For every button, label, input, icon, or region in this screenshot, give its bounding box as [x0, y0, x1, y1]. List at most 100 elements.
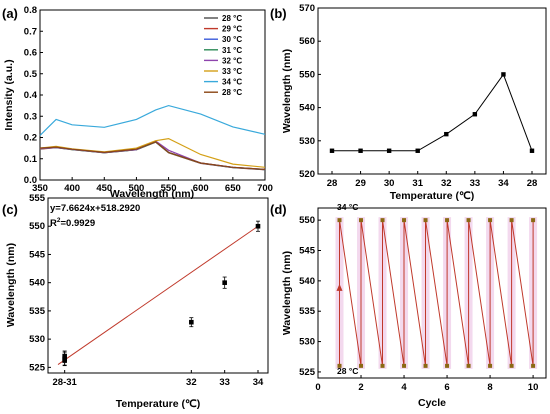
panel-c-x-tick-label: 33 [219, 377, 230, 388]
panel-a-y-tick-label: 0.7 [24, 26, 37, 37]
panel-b-x-label: Temperature (℃) [390, 190, 475, 202]
panel-d-y-tick-label: 540 [299, 276, 315, 287]
panel-a-y-tick-label: 0.0 [24, 175, 37, 186]
panel-a-legend-label: 34 °C [222, 78, 242, 87]
panel-d-point-low [488, 363, 493, 368]
panel-b-point [444, 131, 449, 137]
panel-b-point [501, 72, 506, 77]
panel-letter-c: (c) [2, 202, 18, 217]
panel-a-series-line [39, 141, 266, 170]
panel-b-plot-frame [317, 7, 547, 175]
panel-b-x-tick-label: 28 [527, 178, 538, 189]
panel-a-series-line [39, 141, 266, 171]
panel-d-point-low [466, 363, 471, 368]
panel-d-point-high [337, 218, 342, 223]
panel-b-y-tick-label: 570 [299, 3, 315, 14]
panel-letter-d: (d) [270, 202, 287, 217]
panel-c-x-tick-label: 32 [186, 377, 197, 388]
panel-a-series [39, 104, 266, 171]
panel-d-point-high [380, 218, 385, 223]
panel-a-y-tick-label: 0.2 [24, 133, 37, 144]
panel-a-y-tick-label: 0.4 [24, 90, 38, 101]
panel-d-series [336, 218, 536, 368]
panel-c-x-axis: 28-31 32 33 34 [53, 370, 264, 388]
panel-d-x-tick-label: 6 [444, 382, 449, 393]
panel-a-x-tick-label: 700 [257, 183, 273, 194]
panel-b-point [415, 148, 420, 153]
panel-d-arrow-up [336, 283, 343, 291]
panel-b-x-axis: 28 29 30 31 32 33 34 28 [327, 171, 538, 189]
panel-a-legend-label: 30 °C [222, 35, 242, 44]
panel-a-y-label: Intensity (a.u.) [3, 59, 15, 130]
panel-c-points [62, 220, 261, 367]
panel-d-x-tick-label: 8 [487, 382, 492, 393]
panel-c-point [222, 280, 227, 285]
panel-a-legend-label: 31 °C [222, 46, 242, 55]
panel-d-y-label: Wavelength (nm) [281, 251, 293, 335]
panel-c-point [255, 223, 261, 229]
panel-b-point [472, 112, 478, 117]
panel-d-label-low: 28 °C [337, 366, 358, 376]
panel-a-series-line [39, 141, 266, 171]
panel-d-cycling: 525 530 535 540 545 550 0 2 4 6 8 10 34 °C 28 °C C… [281, 202, 547, 409]
panel-d-x-axis: 0 2 4 6 8 10 [315, 375, 538, 393]
panel-c-equation: y=7.6624x+518.2920 [50, 203, 140, 214]
panel-d-y-tick-label: 545 [299, 246, 316, 257]
panel-a-spectra: 0.0 0.1 0.2 0.3 0.4 0.5 0.6 0.7 0.8 350 400 450 500… [3, 5, 273, 200]
panel-c-x-label: Temperature (℃) [116, 398, 201, 410]
panel-b-x-tick-label: 29 [355, 178, 366, 189]
panel-a-y-tick-label: 0.8 [24, 5, 37, 16]
panel-letter-b: (b) [270, 6, 287, 21]
panel-d-point-high [423, 218, 428, 223]
panel-d-y-tick-label: 535 [299, 306, 316, 317]
panel-b-y-tick-label: 550 [299, 69, 315, 80]
panel-c-y-tick-label: 555 [29, 193, 46, 204]
panel-a-x-tick-label: 400 [64, 183, 80, 194]
panel-a-series-line [39, 141, 266, 170]
panel-b-x-tick-label: 30 [384, 178, 395, 189]
panel-a-x-axis: 350 400 450 500 550 600 650 700 [32, 177, 273, 194]
panel-c-linear-fit: 525 530 535 540 545 550 555 28-31 32 33 34 y=7.66… [5, 193, 269, 410]
panel-a-legend: 28 °C29 °C30 °C31 °C32 °C33 °C34 °C28 °C [204, 14, 242, 97]
panel-c-x-tick-label: 34 [253, 377, 264, 388]
panel-b-series-line [332, 73, 533, 152]
panel-b-point [529, 148, 535, 153]
panel-c-y-tick-label: 550 [29, 221, 45, 232]
panel-a-y-tick-label: 0.3 [24, 111, 37, 122]
panel-c-y-tick-label: 545 [29, 249, 46, 260]
panel-a-x-tick-label: 650 [225, 183, 241, 194]
panel-d-x-tick-label: 2 [358, 382, 363, 393]
panel-a-y-tick-label: 0.5 [24, 69, 38, 80]
panel-a-legend-label: 29 °C [222, 25, 242, 34]
panel-d-point-low [337, 363, 342, 368]
panel-c-r-squared-value: =0.9929 [61, 218, 96, 229]
panel-d-y-tick-label: 550 [299, 215, 315, 226]
panel-b-y-label: Wavelength (nm) [281, 49, 293, 133]
panel-c-y-tick-label: 525 [29, 362, 46, 373]
panel-d-point-low [445, 363, 450, 368]
panel-b-x-tick-label: 28 [327, 178, 338, 189]
panel-d-point-low [531, 363, 536, 368]
panel-c-point [62, 358, 67, 363]
panel-c-r-squared: R2=0.9929 [50, 217, 95, 229]
panel-d-x-label: Cycle [418, 397, 446, 409]
panel-b-y-tick-label: 540 [299, 103, 315, 114]
panel-d-point-high [359, 218, 364, 223]
panel-d-point-high [402, 218, 407, 223]
panel-d-point-low [380, 363, 385, 368]
panel-c-fit-line [57, 225, 259, 365]
panel-c-r-squared-exp: 2 [57, 217, 61, 224]
panel-b-series [329, 72, 535, 153]
panel-a-series-line [39, 140, 266, 170]
panel-b-point [358, 148, 363, 153]
panel-a-legend-label: 32 °C [222, 56, 242, 65]
panel-d-x-tick-label: 4 [401, 382, 407, 393]
panel-d-label-high: 34 °C [337, 202, 358, 212]
panel-a-series-line [39, 141, 266, 171]
panel-b-y-tick-label: 530 [299, 136, 315, 147]
panel-b-y-tick-label: 520 [299, 169, 315, 180]
panel-d-point-low [423, 363, 428, 368]
panel-a-x-tick-label: 450 [96, 183, 112, 194]
panel-d-x-tick-label: 0 [315, 382, 320, 393]
panel-c-y-tick-label: 530 [29, 334, 45, 345]
